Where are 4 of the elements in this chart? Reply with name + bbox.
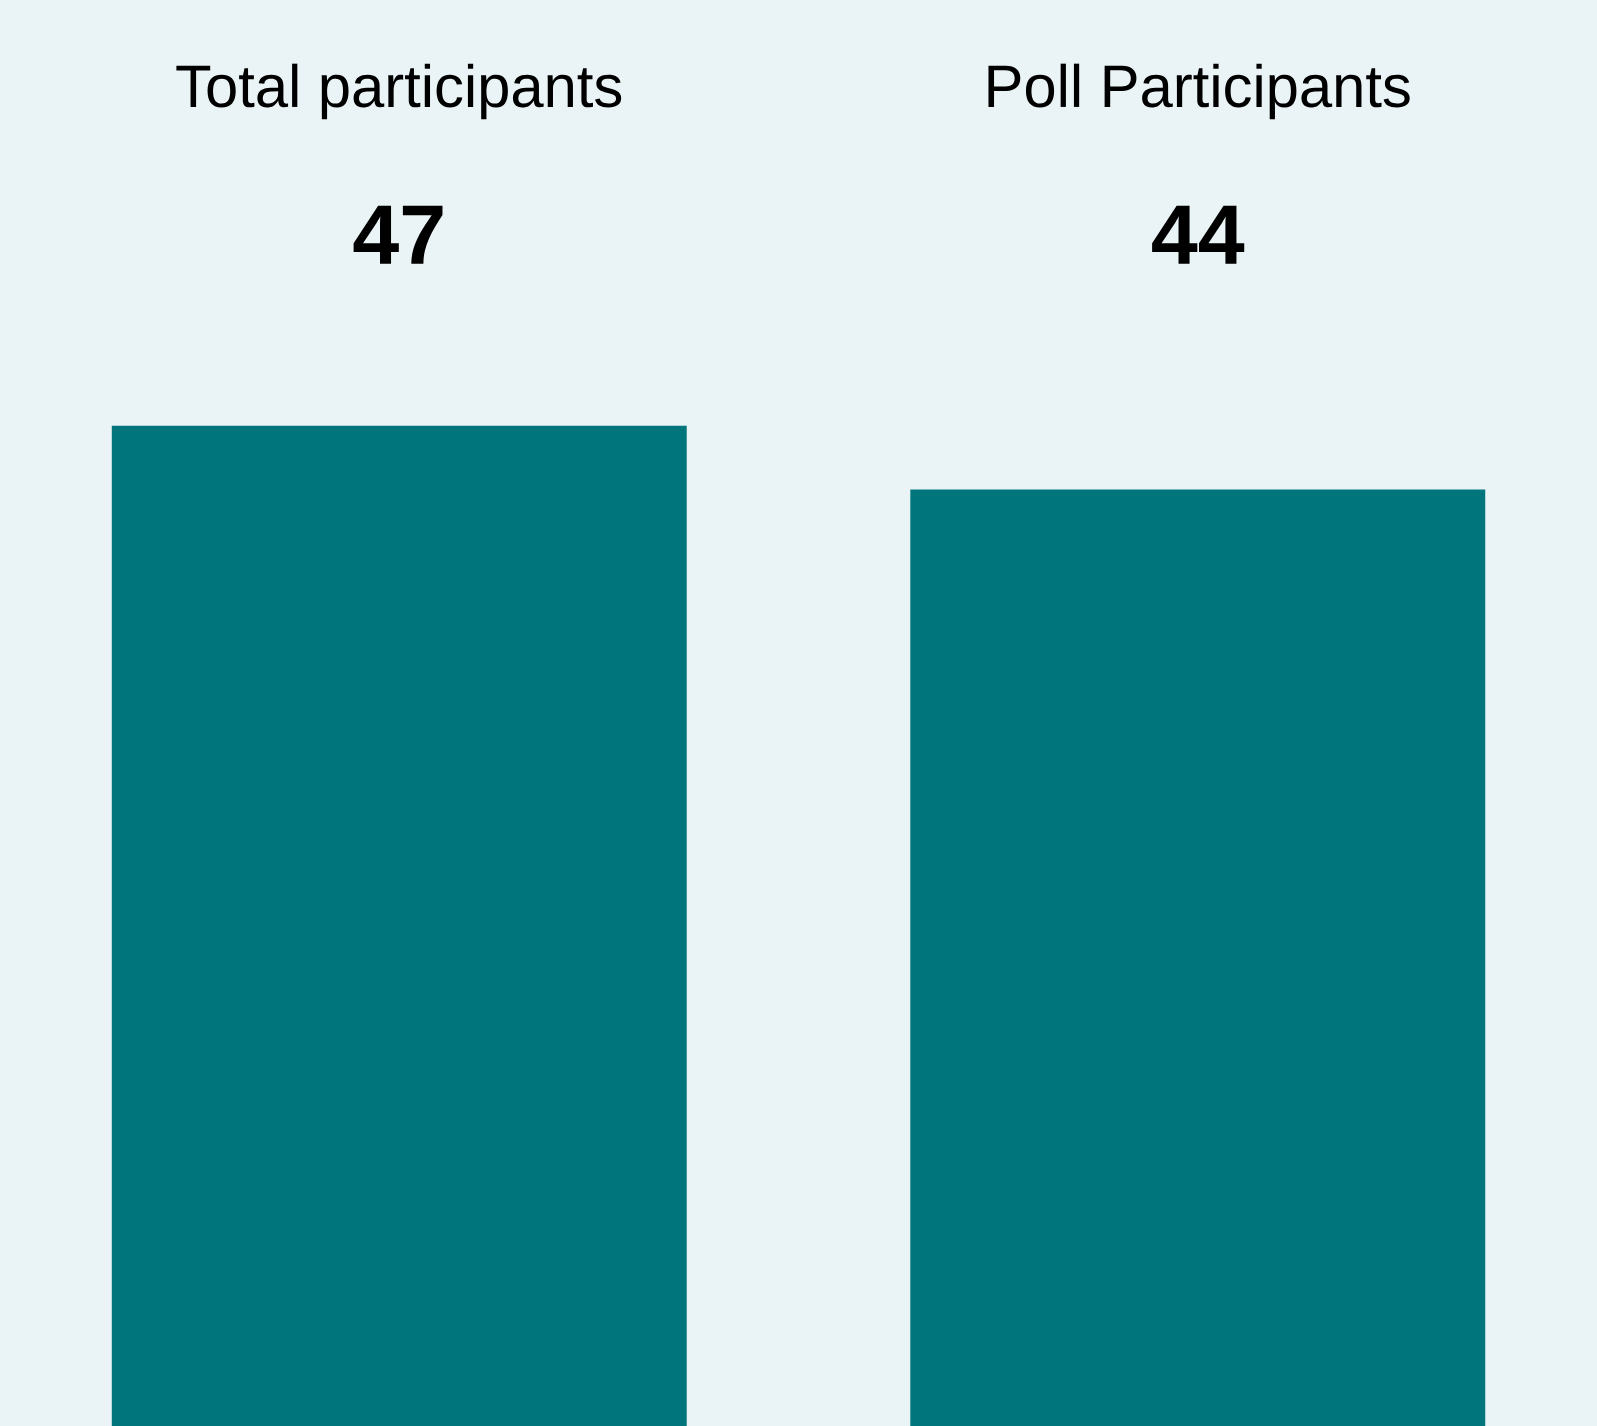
data-label: 47	[353, 205, 443, 264]
x-tick-label: Poll Participants	[988, 63, 1410, 120]
data-label: 44	[1152, 205, 1245, 264]
x-tick-label: Total participants	[176, 63, 622, 120]
